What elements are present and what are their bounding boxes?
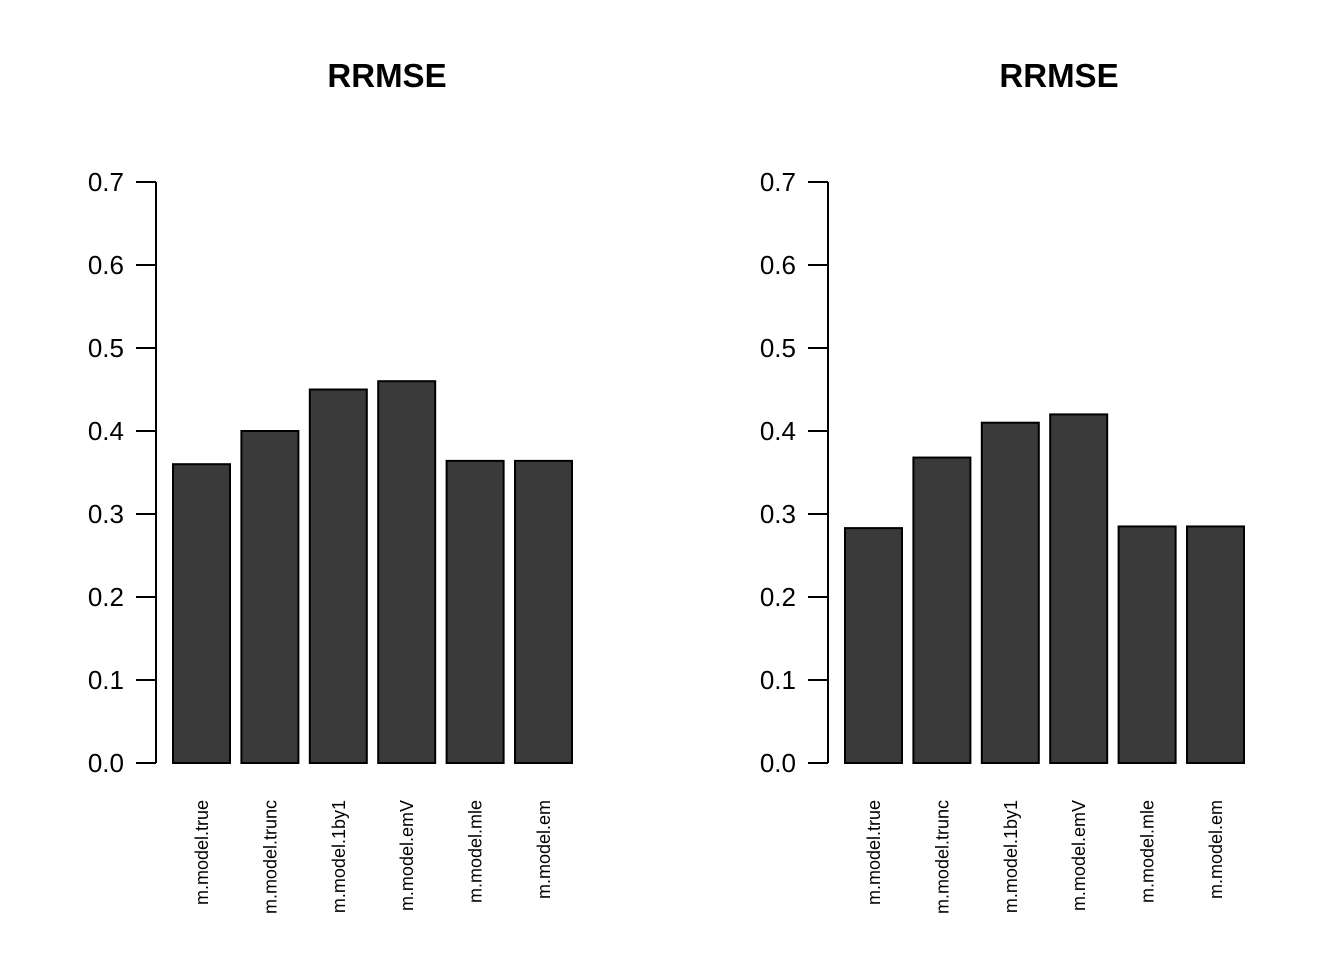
y-tick-label: 0.0 (760, 748, 796, 778)
x-category-label: m.model.1by1 (329, 800, 349, 913)
bar (844, 527, 903, 764)
bar (240, 430, 300, 764)
y-tick-label: 0.1 (88, 665, 124, 695)
x-category-label: m.model.trunc (260, 800, 280, 914)
y-tick-label: 0.0 (88, 748, 124, 778)
x-category-label: m.model.trunc (932, 800, 952, 914)
y-tick-label: 0.7 (760, 167, 796, 197)
y-tick-label: 0.5 (88, 333, 124, 363)
right-chart: 0.0 0.1 0.2 0.3 0.4 0.5 0.6 0.7 RRMSE m.model.tru… (760, 57, 1245, 914)
x-category-label: m.model.emV (1069, 800, 1089, 911)
y-tick-label: 0.2 (88, 582, 124, 612)
bar (1117, 525, 1177, 765)
bar (1186, 525, 1245, 765)
x-category-label: m.model.mle (1138, 800, 1158, 903)
chart-title: RRMSE (327, 57, 446, 94)
x-category-label: m.model.true (192, 800, 212, 905)
y-tick-label: 0.5 (760, 333, 796, 363)
x-category-label: m.model.true (864, 800, 884, 905)
y-tick-label: 0.3 (760, 499, 796, 529)
y-tick-label: 0.7 (88, 167, 124, 197)
bar (980, 421, 1040, 764)
y-tick-label: 0.2 (760, 582, 796, 612)
y-tick-label: 0.4 (760, 416, 796, 446)
y-tick-label: 0.6 (760, 250, 796, 280)
x-category-label: m.model.mle (466, 800, 486, 903)
chart-title: RRMSE (999, 57, 1118, 94)
x-category-label: m.model.em (1206, 800, 1226, 899)
x-category-label: m.model.emV (397, 800, 417, 911)
bar (172, 463, 231, 764)
left-chart: 0.0 0.1 0.2 0.3 0.4 0.5 0.6 0.7 RRMSE m.model.tru… (88, 57, 573, 914)
y-tick-label: 0.1 (760, 665, 796, 695)
bar (912, 456, 972, 764)
x-category-label: m.model.em (534, 800, 554, 899)
bar (1049, 413, 1109, 764)
x-category-label: m.model.1by1 (1001, 800, 1021, 913)
bar (514, 459, 573, 764)
y-tick-label: 0.4 (88, 416, 124, 446)
bar (377, 380, 437, 764)
y-tick-label: 0.6 (88, 250, 124, 280)
bar (445, 459, 505, 764)
y-tick-label: 0.3 (88, 499, 124, 529)
bar (308, 388, 368, 764)
